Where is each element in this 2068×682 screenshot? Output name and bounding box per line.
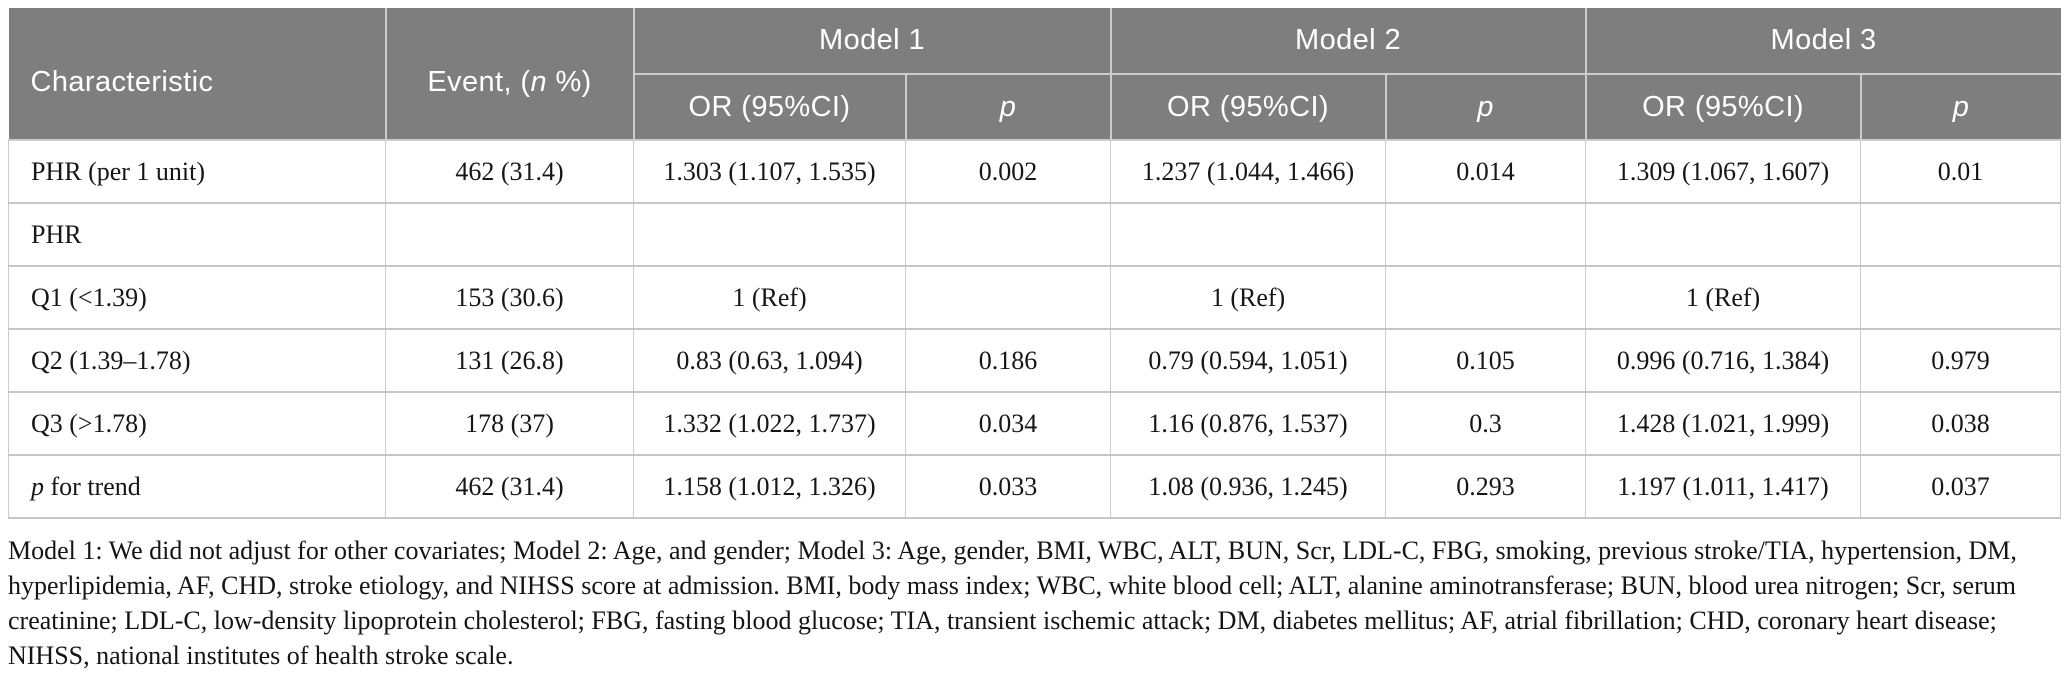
model1-p-cell xyxy=(904,265,1112,330)
header-row-models: Characteristic Event, (n %) Model 1 Mode… xyxy=(8,8,2061,141)
model1-or-cell xyxy=(633,202,906,267)
model1-or-cell: 1.303 (1.107, 1.535) xyxy=(633,139,906,204)
row-label-italic: p xyxy=(31,471,44,501)
col-header-model2-or: OR (95%CI) xyxy=(1109,74,1386,141)
odds-ratio-table: Characteristic Event, (n %) Model 1 Mode… xyxy=(8,8,2062,519)
col-header-model1-or: OR (95%CI) xyxy=(632,74,906,141)
model3-or-cell: 0.996 (0.716, 1.384) xyxy=(1585,328,1862,393)
model3-or-cell: 1.428 (1.021, 1.999) xyxy=(1585,391,1862,456)
row-label-cell: Q2 (1.39–1.78) xyxy=(8,328,386,393)
table-body: PHR (per 1 unit) 462 (31.4) 1.303 (1.107… xyxy=(8,139,2062,519)
row-label-text: Q2 (1.39–1.78) xyxy=(31,345,191,375)
row-label-text: for trend xyxy=(44,471,141,501)
model3-p-cell: 0.038 xyxy=(1860,391,2062,456)
event-cell xyxy=(385,202,634,267)
event-cell: 462 (31.4) xyxy=(385,139,634,204)
model1-or-cell: 0.83 (0.63, 1.094) xyxy=(633,328,906,393)
model2-or-cell: 0.79 (0.594, 1.051) xyxy=(1110,328,1387,393)
event-cell: 131 (26.8) xyxy=(385,328,634,393)
characteristic-label: Characteristic xyxy=(30,65,214,98)
model2-or-cell xyxy=(1110,202,1387,267)
model2-p-cell: 0.014 xyxy=(1385,139,1587,204)
event-cell: 462 (31.4) xyxy=(385,454,634,519)
row-label-cell: Q3 (>1.78) xyxy=(8,391,386,456)
row-label-text: Q3 (>1.78) xyxy=(31,408,147,438)
table-row-phr-group: PHR xyxy=(8,202,2062,267)
table-row-p-for-trend: p for trend 462 (31.4) 1.158 (1.012, 1.3… xyxy=(8,454,2062,519)
model2-or-cell: 1 (Ref) xyxy=(1110,265,1387,330)
model3-p-cell xyxy=(1860,202,2062,267)
event-cell: 153 (30.6) xyxy=(385,265,634,330)
col-header-model2-p: p xyxy=(1384,74,1586,141)
model1-p-cell: 0.034 xyxy=(904,391,1112,456)
model2-p-cell xyxy=(1385,202,1587,267)
model2-p-cell xyxy=(1385,265,1587,330)
table-row-q2: Q2 (1.39–1.78) 131 (26.8) 0.83 (0.63, 1.… xyxy=(8,328,2062,393)
model2-p-cell: 0.105 xyxy=(1385,328,1587,393)
model3-or-cell: 1 (Ref) xyxy=(1585,265,1862,330)
event-label-n-italic: n xyxy=(530,65,547,98)
event-cell: 178 (37) xyxy=(385,391,634,456)
row-label-cell: Q1 (<1.39) xyxy=(8,265,386,330)
table-row-q1: Q1 (<1.39) 153 (30.6) 1 (Ref) 1 (Ref) 1 … xyxy=(8,265,2062,330)
header-row-measures: OR (95%CI) p OR (95%CI) p OR (95%CI) p xyxy=(9,74,2061,141)
row-label-cell: PHR xyxy=(8,202,386,267)
model3-p-cell xyxy=(1860,265,2062,330)
event-label-prefix: Event, ( xyxy=(427,65,531,98)
model2-or-cell: 1.237 (1.044, 1.466) xyxy=(1110,139,1387,204)
model2-or-cell: 1.08 (0.936, 1.245) xyxy=(1110,454,1387,519)
model1-or-cell: 1.332 (1.022, 1.737) xyxy=(633,391,906,456)
model1-or-cell: 1.158 (1.012, 1.326) xyxy=(633,454,906,519)
model2-or-cell: 1.16 (0.876, 1.537) xyxy=(1110,391,1387,456)
row-label-text: PHR xyxy=(31,219,82,249)
col-header-model2: Model 2 xyxy=(1109,8,1586,75)
col-header-characteristic: Characteristic xyxy=(8,8,386,141)
model2-p-cell: 0.3 xyxy=(1385,391,1587,456)
model2-p-cell: 0.293 xyxy=(1385,454,1587,519)
col-header-model3-or: OR (95%CI) xyxy=(1584,74,1861,141)
col-header-event: Event, (n %) xyxy=(384,8,634,141)
model3-or-cell: 1.197 (1.011, 1.417) xyxy=(1585,454,1862,519)
row-label-text: PHR (per 1 unit) xyxy=(31,156,206,186)
col-header-model3-p: p xyxy=(1859,74,2061,141)
model1-p-cell: 0.186 xyxy=(904,328,1112,393)
row-label-text: Q1 (<1.39) xyxy=(31,282,147,312)
col-header-model1-p: p xyxy=(904,74,1111,141)
model1-p-cell: 0.033 xyxy=(904,454,1112,519)
table-footnote: Model 1: We did not adjust for other cov… xyxy=(8,536,2017,670)
model1-p-cell: 0.002 xyxy=(904,139,1112,204)
row-label-cell: PHR (per 1 unit) xyxy=(8,139,386,204)
model1-or-cell: 1 (Ref) xyxy=(633,265,906,330)
model3-or-cell: 1.309 (1.067, 1.607) xyxy=(1585,139,1862,204)
col-header-model3: Model 3 xyxy=(1584,8,2061,75)
table-row-q3: Q3 (>1.78) 178 (37) 1.332 (1.022, 1.737)… xyxy=(8,391,2062,456)
event-label-suffix: %) xyxy=(546,65,592,98)
model3-p-cell: 0.979 xyxy=(1860,328,2062,393)
table-row-phr-per-unit: PHR (per 1 unit) 462 (31.4) 1.303 (1.107… xyxy=(8,139,2062,204)
model3-or-cell xyxy=(1585,202,1862,267)
model1-p-cell xyxy=(904,202,1112,267)
table-header: Characteristic Event, (n %) Model 1 Mode… xyxy=(8,8,2061,141)
model3-p-cell: 0.037 xyxy=(1860,454,2062,519)
col-header-model1: Model 1 xyxy=(632,8,1111,75)
model3-p-cell: 0.01 xyxy=(1860,139,2062,204)
row-label-cell: p for trend xyxy=(8,454,386,519)
